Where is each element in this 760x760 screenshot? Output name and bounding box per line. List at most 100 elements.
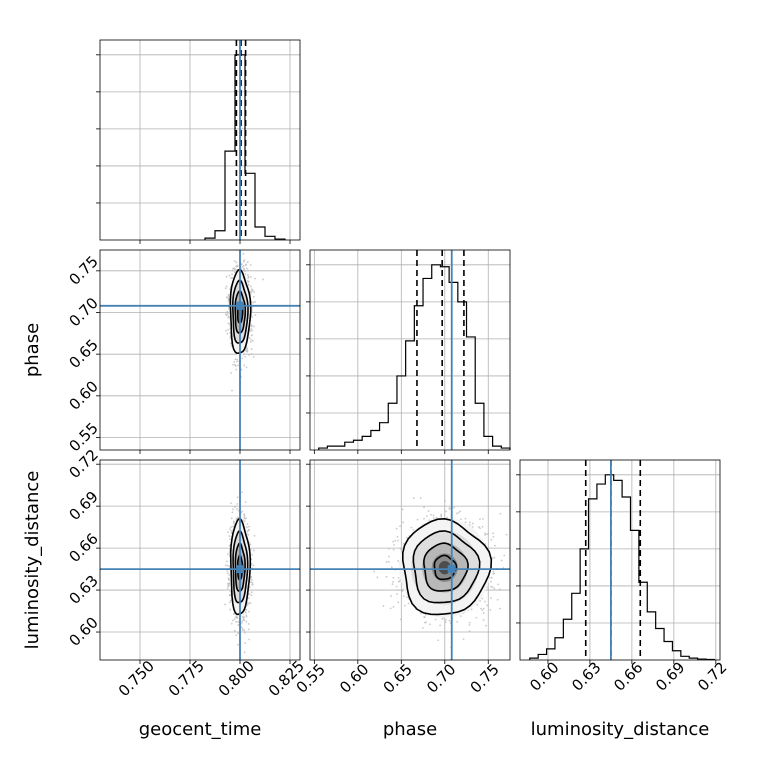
scatter-geocent_time-luminosity_distance-sample-point [226, 570, 229, 572]
scatter-geocent_time-luminosity_distance-sample-point [233, 612, 236, 615]
scatter-geocent_time-luminosity_distance-sample-point [248, 628, 250, 631]
scatter-geocent_time-luminosity_distance-sample-point [251, 553, 253, 556]
hist-luminosity_distance-frame [519, 459, 721, 661]
scatter-phase-luminosity_distance-sample-point [398, 580, 401, 583]
scatter-geocent_time-phase-sample-point [227, 300, 230, 303]
scatter-geocent_time-luminosity_distance-sample-point [232, 508, 234, 511]
scatter-geocent_time-phase-sample-point [251, 339, 254, 342]
scatter-geocent_time-phase-sample-point [249, 292, 252, 294]
scatter-phase-luminosity_distance-sample-point [490, 580, 492, 583]
scatter-phase-luminosity_distance-sample-point [481, 609, 484, 612]
scatter-geocent_time-luminosity_distance-sample-point [248, 529, 250, 531]
scatter-phase-luminosity_distance-sample-point [392, 580, 394, 583]
scatter-geocent_time-luminosity_distance-sample-point [243, 515, 246, 518]
ylabel-luminosity_distance: luminosity_distance [22, 471, 43, 650]
scatter-phase-luminosity_distance-sample-point [464, 517, 467, 520]
scatter-geocent_time-phase-sample-point [233, 361, 236, 363]
scatter-geocent_time-phase-sample-point [253, 325, 255, 328]
scatter-phase-luminosity_distance-sample-point [390, 595, 392, 597]
scatter-geocent_time-phase-sample-point [241, 266, 244, 268]
scatter-geocent_time-phase-sample-point [224, 287, 227, 290]
hist-luminosity_distance-xtick-label-0: 0.60 [526, 658, 562, 694]
scatter-geocent_time-phase-sample-point [243, 364, 246, 367]
scatter-geocent_time-luminosity_distance-truth-marker [236, 565, 244, 574]
scatter-geocent_time-luminosity_distance-sample-point [243, 517, 246, 519]
scatter-geocent_time-phase-sample-point [245, 267, 248, 270]
hist-geocent_time-frame [99, 39, 301, 241]
scatter-geocent_time-luminosity_distance-sample-point [230, 502, 232, 505]
scatter-geocent_time-luminosity_distance-sample-point [248, 602, 250, 605]
scatter-geocent_time-luminosity_distance-sample-point [226, 587, 229, 590]
scatter-geocent_time-luminosity_distance-sample-point [245, 611, 247, 614]
scatter-phase-luminosity_distance-sample-point [492, 570, 495, 573]
scatter-geocent_time-phase-sample-point [230, 372, 232, 374]
scatter-phase-luminosity_distance-sample-point [385, 561, 388, 563]
scatter-phase-luminosity_distance-sample-point [486, 604, 489, 607]
scatter-geocent_time-phase-sample-point [230, 342, 232, 345]
scatter-geocent_time-luminosity_distance-sample-point [237, 632, 240, 635]
scatter-geocent_time-phase-contour-3 [229, 268, 252, 354]
scatter-phase-luminosity_distance-sample-point [423, 616, 426, 619]
xlabel-phase: phase [383, 719, 437, 740]
scatter-geocent_time-luminosity_distance-ytick-label-0: 0.60 [65, 613, 101, 649]
scatter-phase-luminosity_distance-contour-1 [423, 542, 469, 592]
scatter-phase-luminosity_distance-sample-point [462, 638, 465, 640]
scatter-phase-luminosity_distance-sample-point [444, 621, 447, 623]
scatter-geocent_time-phase-sample-point [227, 295, 230, 297]
scatter-phase-luminosity_distance-sample-point [397, 560, 400, 562]
scatter-geocent_time-luminosity_distance-sample-point [224, 564, 227, 567]
scatter-geocent_time-luminosity_distance-sample-point [236, 617, 239, 620]
scatter-phase-luminosity_distance-sample-point [499, 512, 502, 515]
scatter-geocent_time-luminosity_distance-sample-point [236, 516, 239, 519]
scatter-geocent_time-luminosity_distance-sample-point [229, 599, 232, 602]
scatter-geocent_time-luminosity_distance-sample-point [253, 534, 256, 537]
scatter-geocent_time-phase-sample-point [235, 265, 238, 268]
scatter-geocent_time-phase-sample-point [225, 285, 228, 288]
scatter-phase-luminosity_distance-truth-marker [447, 565, 456, 574]
scatter-geocent_time-luminosity_distance-sample-point [228, 601, 231, 604]
scatter-phase-luminosity_distance-sample-point [440, 514, 442, 517]
scatter-phase-luminosity_distance-sample-point [479, 518, 481, 520]
scatter-geocent_time-phase-sample-point [249, 338, 252, 341]
scatter-geocent_time-phase-sample-point [242, 260, 245, 263]
scatter-geocent_time-phase-ytick-label-1: 0.60 [65, 377, 101, 413]
scatter-geocent_time-luminosity_distance-sample-point [243, 651, 246, 654]
scatter-phase-luminosity_distance-sample-point [471, 525, 474, 528]
scatter-geocent_time-luminosity_distance-sample-point [228, 577, 230, 580]
scatter-geocent_time-phase-sample-point [251, 289, 254, 292]
scatter-geocent_time-phase-sample-point [249, 264, 252, 266]
scatter-geocent_time-phase-sample-point [247, 284, 250, 286]
scatter-geocent_time-phase-sample-point [250, 290, 252, 293]
scatter-phase-luminosity_distance-contour-0 [433, 554, 458, 581]
scatter-phase-luminosity_distance-sample-point [505, 533, 508, 536]
scatter-phase-luminosity_distance-sample-point [492, 532, 494, 535]
scatter-geocent_time-luminosity_distance-contour-3 [229, 517, 252, 616]
scatter-phase-luminosity_distance-sample-point [491, 557, 494, 560]
scatter-geocent_time-luminosity_distance-sample-point [241, 491, 244, 494]
ylabel-phase: phase [22, 323, 43, 377]
scatter-phase-luminosity_distance-sample-point [440, 516, 443, 518]
scatter-phase-luminosity_distance-sample-point [419, 497, 422, 499]
scatter-phase-luminosity_distance-sample-point [459, 615, 462, 618]
scatter-phase-luminosity_distance-sample-point [395, 585, 398, 588]
scatter-phase-luminosity_distance-sample-point [499, 607, 501, 610]
scatter-phase-luminosity_distance-contour-2 [412, 530, 481, 604]
scatter-geocent_time-phase-sample-point [254, 300, 256, 303]
scatter-geocent_time-luminosity_distance-sample-point [228, 582, 231, 585]
scatter-phase-luminosity_distance-sample-point [432, 516, 435, 519]
scatter-geocent_time-phase-sample-point [245, 347, 248, 349]
scatter-phase-luminosity_distance-sample-point [392, 540, 394, 543]
scatter-geocent_time-phase-sample-point [229, 331, 232, 334]
scatter-phase-luminosity_distance-sample-point [412, 497, 415, 499]
scatter-geocent_time-phase-sample-point [248, 354, 251, 356]
scatter-geocent_time-luminosity_distance-sample-point [243, 513, 246, 516]
hist-luminosity_distance-xtick-label-3: 0.69 [652, 658, 688, 694]
scatter-geocent_time-phase-sample-point [243, 259, 246, 262]
scatter-phase-luminosity_distance-sample-point [392, 548, 395, 551]
scatter-phase-luminosity_distance-sample-point [421, 626, 424, 629]
scatter-geocent_time-phase-sample-point [226, 332, 229, 335]
scatter-geocent_time-luminosity_distance-sample-point [243, 629, 246, 632]
scatter-geocent_time-luminosity_distance-sample-point [242, 618, 245, 621]
scatter-phase-luminosity_distance-sample-point [423, 506, 425, 509]
